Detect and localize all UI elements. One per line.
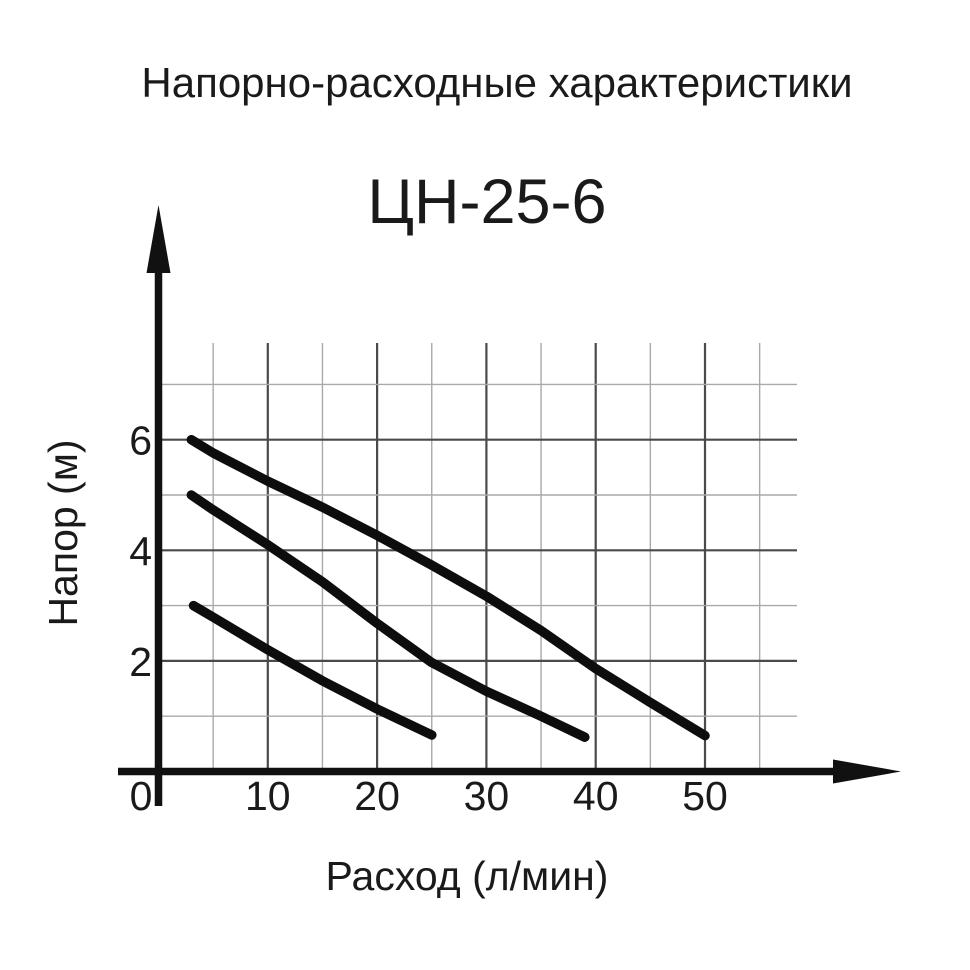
x-axis-arrow <box>833 759 901 784</box>
x-tick-label: 40 <box>573 773 619 819</box>
axes <box>118 205 901 806</box>
tick-labels: 0 10 20 30 40 50 2 4 6 <box>129 418 728 819</box>
curve-3-bottom <box>188 600 437 740</box>
y-tick-label: 4 <box>129 528 152 574</box>
model-title: ЦН-25-6 <box>367 167 606 237</box>
x-tick-label: 20 <box>354 773 400 819</box>
x-tick-label: 30 <box>464 773 510 819</box>
x-tick-label: 0 <box>130 773 153 819</box>
pump-curves <box>186 434 710 742</box>
x-tick-label: 10 <box>245 773 291 819</box>
curve-1-top <box>186 434 710 741</box>
curve-2-middle <box>186 490 590 742</box>
x-axis-label: Расход (л/мин) <box>326 853 609 899</box>
chart-title: Напорно-расходные характеристики <box>141 59 852 106</box>
y-tick-label: 6 <box>129 418 152 464</box>
y-axis-label: Напор (м) <box>40 439 86 626</box>
grid-lines <box>158 343 797 772</box>
y-tick-label: 2 <box>129 639 152 685</box>
x-tick-label: 50 <box>682 773 728 819</box>
y-axis-arrow <box>146 205 171 273</box>
